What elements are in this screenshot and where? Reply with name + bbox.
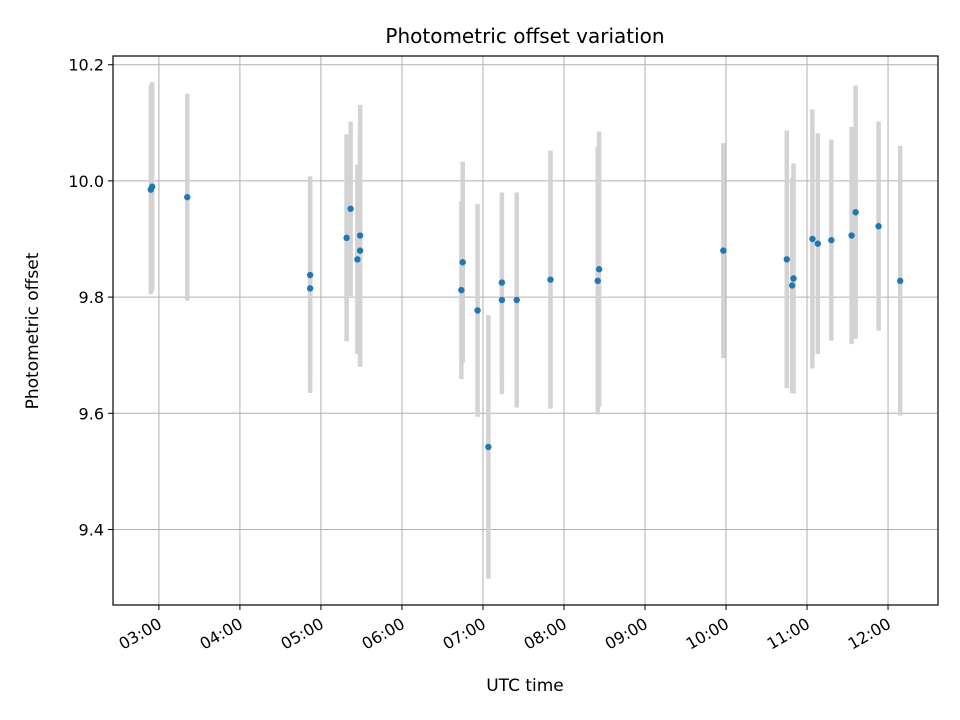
data-point: [356, 247, 364, 254]
plot-area-frame: [112, 55, 939, 606]
data-point: [306, 285, 314, 292]
data-point: [354, 256, 361, 263]
data-point: [809, 235, 816, 243]
y-tick-label: 10.0: [68, 172, 104, 191]
data-point: [790, 275, 797, 282]
x-axis-label: UTC time: [486, 676, 564, 696]
point-layer: [147, 183, 904, 451]
data-point: [594, 277, 601, 285]
data-point: [547, 276, 554, 283]
data-point: [720, 247, 727, 254]
data-point: [347, 205, 354, 212]
chart-title: Photometric offset variation: [385, 24, 664, 48]
data-point: [474, 307, 481, 314]
data-point: [513, 296, 520, 304]
grid-layer: [113, 56, 938, 605]
y-tick-label: 9.8: [79, 288, 104, 307]
data-point: [148, 183, 156, 190]
data-point: [343, 234, 350, 242]
data-point: [828, 236, 835, 244]
data-point: [814, 240, 822, 247]
data-point: [459, 259, 466, 266]
data-point: [356, 232, 364, 239]
data-point: [852, 209, 859, 216]
data-point: [848, 232, 855, 239]
data-point: [306, 271, 314, 279]
data-point: [788, 282, 796, 289]
data-point: [783, 256, 790, 263]
y-axis: 9.4 9.6 9.8 10.0 10.2: [68, 56, 113, 539]
y-tick-label: 10.2: [68, 56, 104, 75]
data-point: [485, 443, 492, 451]
data-point: [458, 286, 465, 294]
data-point: [595, 266, 603, 273]
y-tick-label: 9.6: [79, 404, 104, 423]
data-point: [896, 277, 904, 285]
y-axis-label: Photometric offset: [23, 252, 43, 409]
data-point: [875, 223, 882, 230]
y-tick-label: 9.4: [79, 520, 104, 539]
data-point: [498, 296, 506, 304]
data-point: [498, 279, 506, 286]
data-point: [184, 193, 191, 201]
